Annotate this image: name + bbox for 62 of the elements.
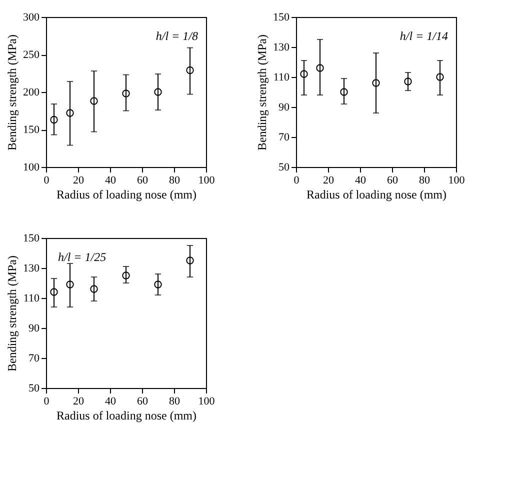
x-tick-label: 40 — [355, 174, 366, 186]
y-tick-label: 100 — [23, 162, 40, 174]
point — [300, 70, 308, 78]
y-axis-title: Bending strength (MPa) — [5, 34, 19, 150]
y-tick-label: 90 — [278, 102, 290, 114]
x-tick-label: 20 — [73, 174, 84, 186]
point — [90, 97, 98, 105]
point — [436, 73, 444, 81]
annotation: h/l = 1/8 — [156, 29, 198, 43]
x-tick-label: 40 — [105, 396, 116, 408]
y-tick-label: 70 — [28, 352, 40, 364]
x-tick-label: 0 — [294, 174, 300, 186]
point — [90, 285, 98, 293]
x-tick-label: 100 — [198, 174, 216, 186]
x-tick-label: 60 — [387, 174, 398, 186]
y-tick-label: 300 — [23, 12, 40, 24]
y-tick-label: 110 — [273, 72, 290, 84]
point — [340, 88, 348, 96]
point — [316, 64, 324, 72]
y-tick-label: 70 — [278, 132, 290, 144]
x-axis-title: Radius of loading nose (mm) — [306, 188, 446, 202]
x-tick-label: 20 — [73, 396, 84, 408]
y-tick-label: 150 — [23, 232, 40, 244]
y-tick-label: 150 — [273, 12, 290, 24]
point — [66, 280, 74, 288]
x-tick-label: 0 — [44, 174, 50, 186]
y-axis-title: Bending strength (MPa) — [5, 256, 19, 372]
point — [50, 116, 58, 124]
x-tick-label: 40 — [105, 174, 116, 186]
y-tick-label: 200 — [23, 86, 40, 98]
x-tick-label: 100 — [448, 174, 466, 186]
point — [154, 280, 162, 288]
x-tick-label: 100 — [198, 396, 216, 408]
x-axis-title: Radius of loading nose (mm) — [56, 408, 196, 422]
y-tick-label: 130 — [23, 262, 40, 274]
y-tick-label: 50 — [278, 162, 290, 174]
y-tick-label: 250 — [23, 49, 40, 61]
x-tick-label: 80 — [419, 174, 430, 186]
x-tick-label: 20 — [323, 174, 334, 186]
point — [122, 90, 130, 98]
annotation: h/l = 1/14 — [400, 29, 448, 43]
y-tick-label: 50 — [28, 382, 40, 394]
x-tick-label: 80 — [169, 174, 180, 186]
x-tick-label: 60 — [137, 174, 148, 186]
x-tick-label: 60 — [137, 396, 148, 408]
point — [154, 88, 162, 96]
point — [66, 109, 74, 117]
y-tick-label: 110 — [23, 292, 40, 304]
annotation: h/l = 1/25 — [58, 250, 106, 264]
point — [186, 66, 194, 74]
point — [404, 78, 412, 86]
y-axis-title: Bending strength (MPa) — [255, 34, 269, 150]
x-tick-label: 80 — [169, 396, 180, 408]
x-axis-title: Radius of loading nose (mm) — [56, 188, 196, 202]
y-tick-label: 130 — [273, 42, 290, 54]
point — [372, 79, 380, 87]
x-tick-label: 0 — [44, 396, 50, 408]
y-tick-label: 90 — [28, 322, 40, 334]
point — [186, 256, 194, 264]
point — [50, 288, 58, 296]
point — [122, 272, 130, 280]
y-tick-label: 150 — [23, 124, 40, 136]
